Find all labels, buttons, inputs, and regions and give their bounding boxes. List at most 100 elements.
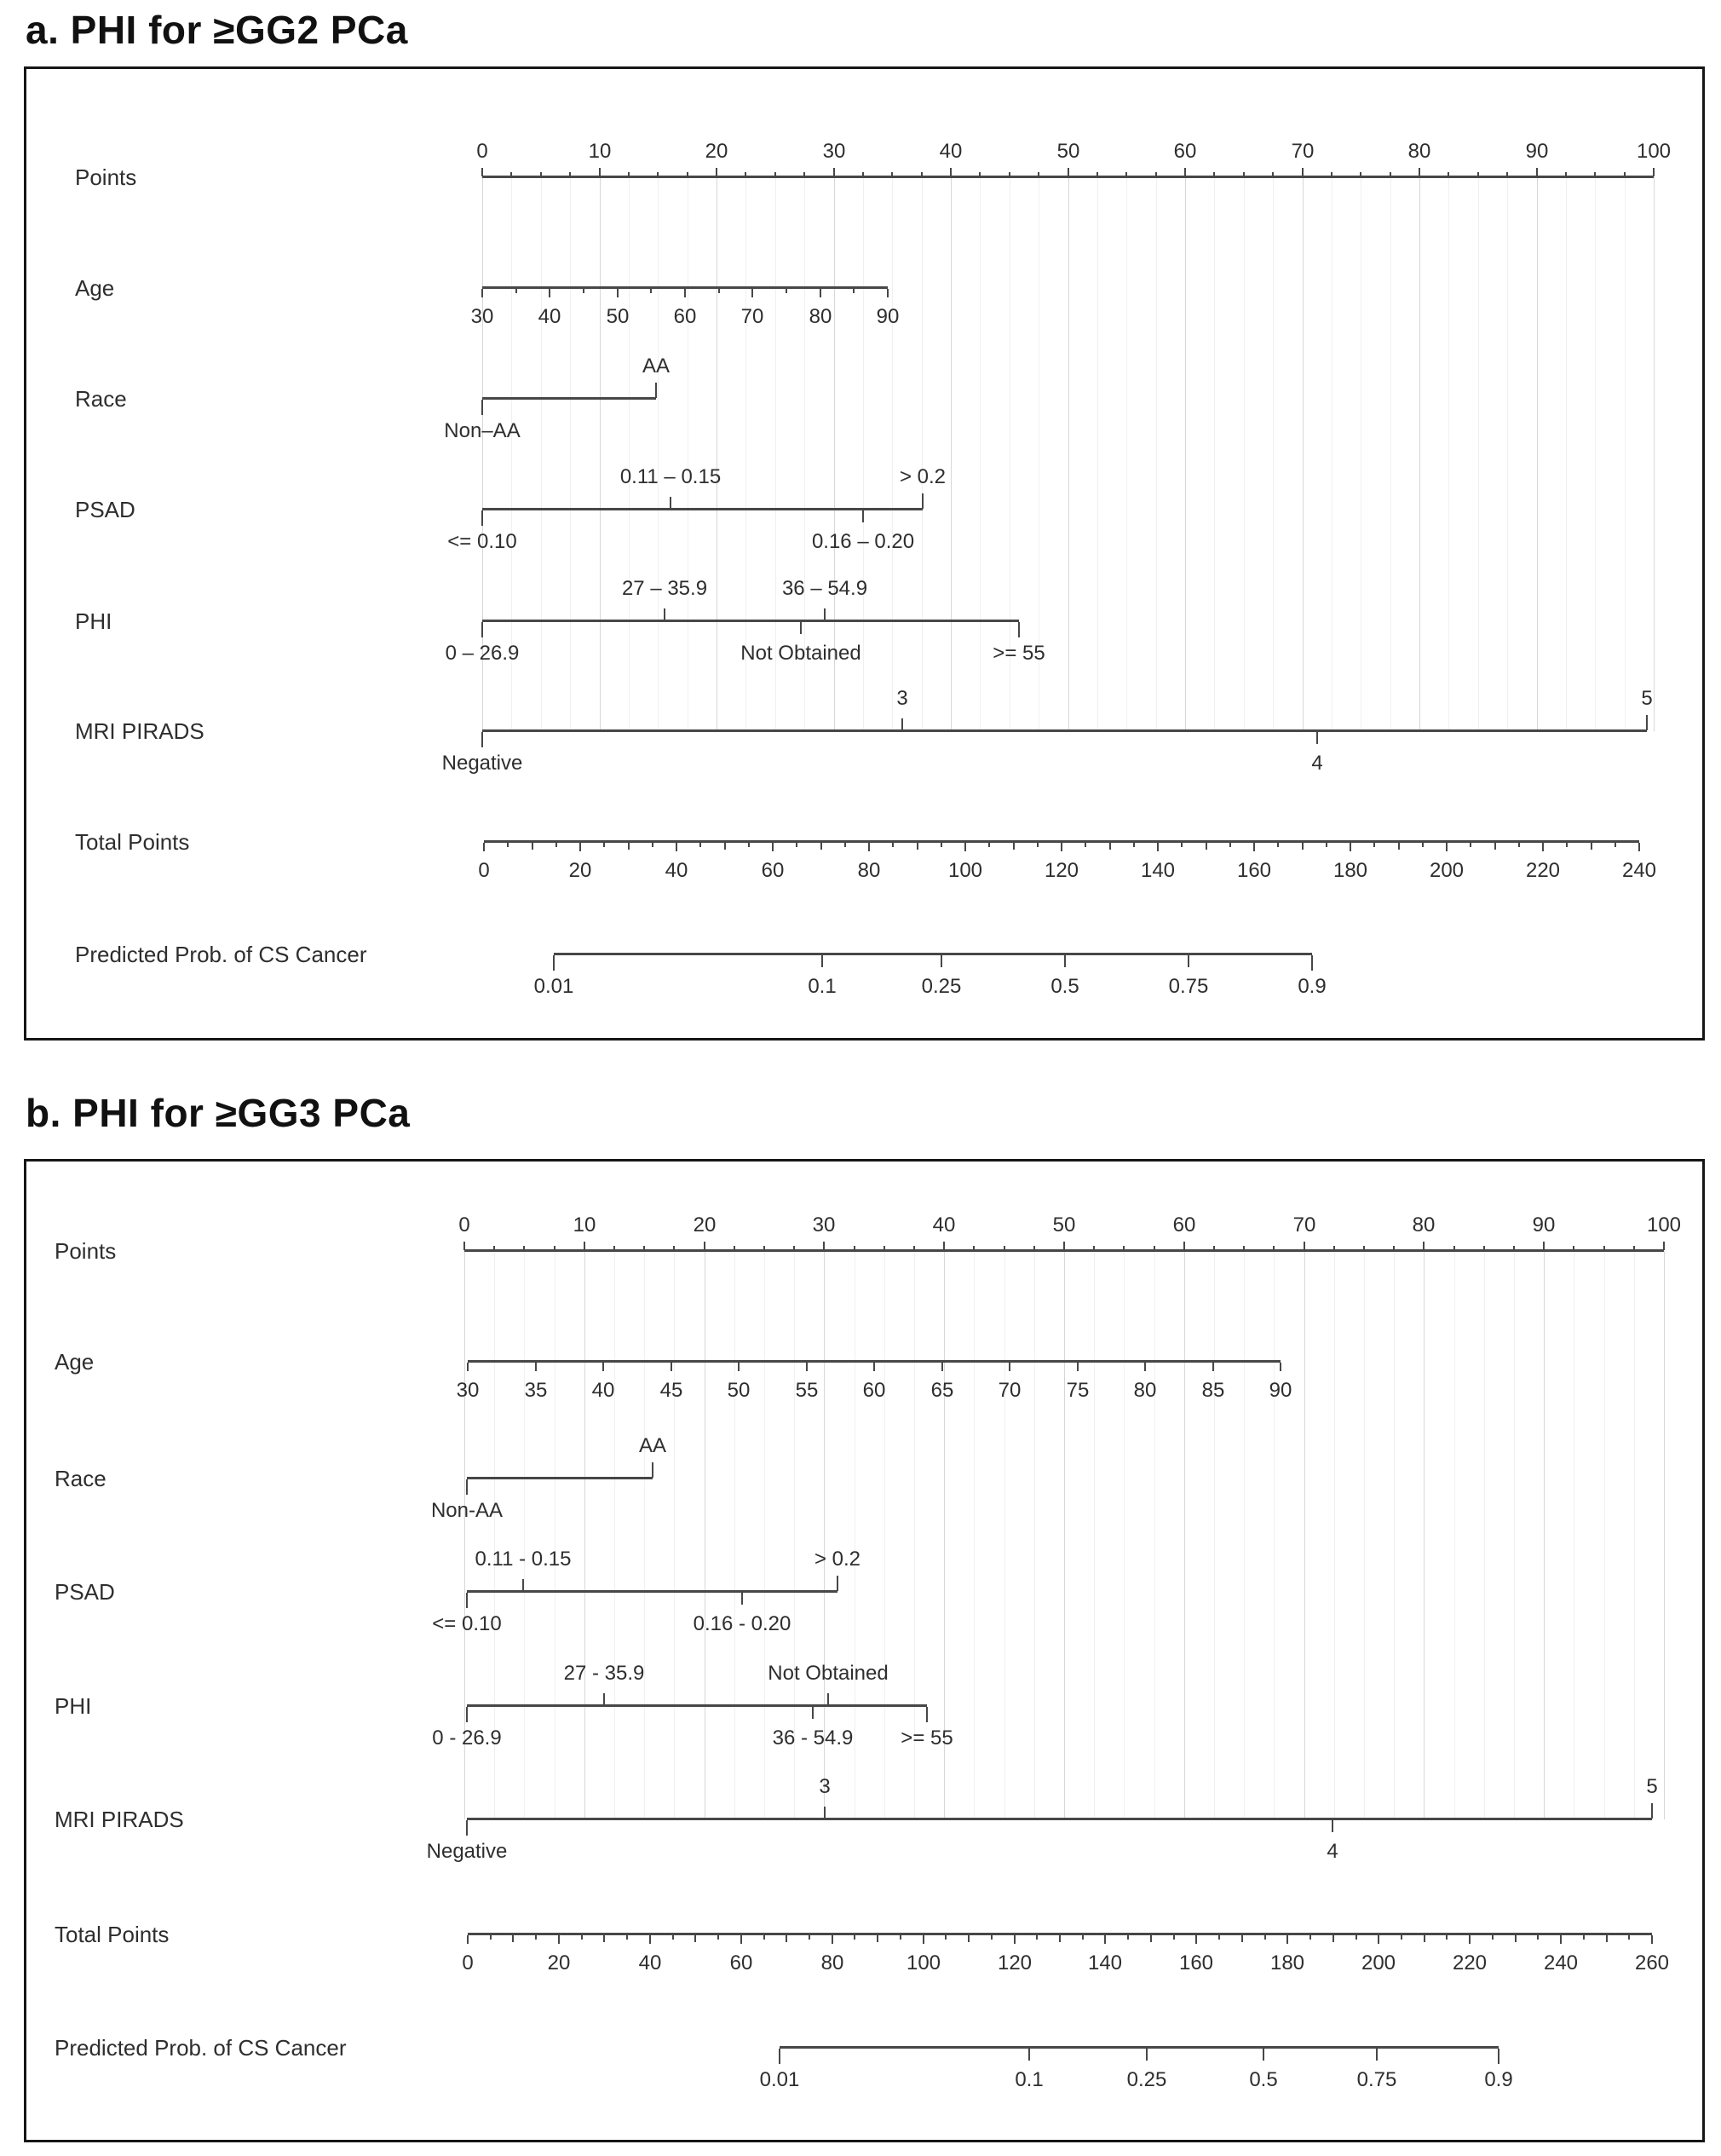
tick-label: 100 [947,859,983,882]
axis-tick [581,1935,583,1940]
axis-tick [1653,168,1655,176]
axis-tick [832,1935,833,1944]
row-label: MRI PIRADS [75,718,204,744]
tick-label: 80 [809,305,832,328]
axis-tick [774,172,776,176]
category-label: > 0.2 [814,1548,861,1571]
axis-tick [1390,172,1391,176]
axis-tick [724,843,726,850]
gridline [1184,1251,1185,1819]
axis-tick [1077,1363,1079,1371]
axis-tick [1446,843,1448,851]
axis-line [464,1249,1664,1252]
gridline [1154,1251,1155,1819]
axis-tick [877,1935,878,1942]
axis-tick [699,843,701,847]
tick-label: 75 [1066,1379,1090,1402]
gridline [944,1251,945,1819]
axis-tick [1518,843,1520,847]
axis-tick [1036,1935,1038,1940]
axis-tick [1573,1246,1574,1250]
gridline [1124,1251,1125,1819]
category-label: AA [638,1434,667,1457]
axis-tick [1360,172,1361,176]
category-label: 27 – 35.9 [621,577,708,600]
axis-tick [1469,1935,1471,1944]
gridline [1544,1251,1545,1819]
category-label: 0 - 26.9 [432,1727,502,1750]
category-label: 4 [1327,1840,1338,1863]
axis-line [482,620,1019,622]
axis-tick [603,1693,605,1705]
row-label: Points [55,1238,117,1264]
tick-label: 60 [761,859,785,882]
axis-tick [1280,1363,1281,1371]
gridline [764,1251,765,1819]
axis-tick [812,1707,814,1719]
axis-tick [1453,1246,1455,1250]
axis-tick [649,1935,651,1944]
tick-label: 40 [939,140,963,163]
axis-tick [741,1593,743,1605]
category-label: 36 – 54.9 [781,577,868,600]
row-label: Predicted Prob. of CS Cancer [55,2035,347,2061]
axis-tick [1064,955,1066,967]
axis-tick [1123,1246,1125,1250]
axis-tick [862,510,864,522]
gridline [734,1251,735,1819]
category-label: 0.75 [1356,2068,1397,2091]
gridline [1094,1251,1095,1819]
axis-tick [1446,1935,1448,1940]
gridline [863,177,864,731]
row-label: PSAD [55,1579,115,1605]
axis-tick [786,289,787,293]
axis-tick [1376,2049,1378,2061]
axis-tick [1004,1246,1005,1250]
axis-tick [1483,1246,1485,1250]
axis-tick [1188,955,1189,967]
axis-tick [922,493,924,509]
gridline [658,177,659,731]
tick-label: 220 [1452,1951,1488,1974]
gridline [524,1251,525,1819]
category-label: 5 [1641,687,1653,710]
axis-tick [481,510,483,526]
axis-tick [1633,1246,1635,1250]
category-label: 3 [896,687,908,710]
axis-tick [718,289,720,293]
tick-label: 240 [1621,859,1657,882]
tick-label: 80 [857,859,881,882]
gridline [541,177,542,731]
tick-label: 180 [1332,859,1368,882]
tick-label: 90 [1269,1379,1292,1402]
axis-tick [1594,172,1596,176]
axis-tick [868,843,870,851]
axis-tick [687,172,688,176]
category-label: 0.9 [1298,975,1327,998]
axis-tick [1424,1935,1425,1942]
axis-tick [1537,1935,1539,1940]
tick-label: 40 [665,859,688,882]
axis-tick [1286,1935,1288,1944]
axis-tick [941,1363,943,1371]
gridline [951,177,952,731]
axis-tick [786,1935,787,1942]
category-label: AA [642,355,671,378]
gridline [1156,177,1157,731]
tick-label: 60 [862,1379,886,1402]
axis-line [467,1704,927,1707]
axis-tick [1332,1820,1333,1832]
axis-tick [913,1246,915,1250]
axis-tick [745,172,746,176]
axis-tick [704,1242,705,1250]
axis-tick [740,1935,742,1944]
tick-label: 20 [547,1951,571,1974]
axis-tick [833,168,835,176]
axis-tick [1423,1242,1425,1250]
panel-b-title: b. PHI for ≥GG3 PCa [26,1091,411,1135]
axis-tick [1304,1242,1305,1250]
panel-a-frame [24,66,1705,1041]
tick-label: 50 [727,1379,751,1402]
category-label: 0.01 [533,975,574,998]
